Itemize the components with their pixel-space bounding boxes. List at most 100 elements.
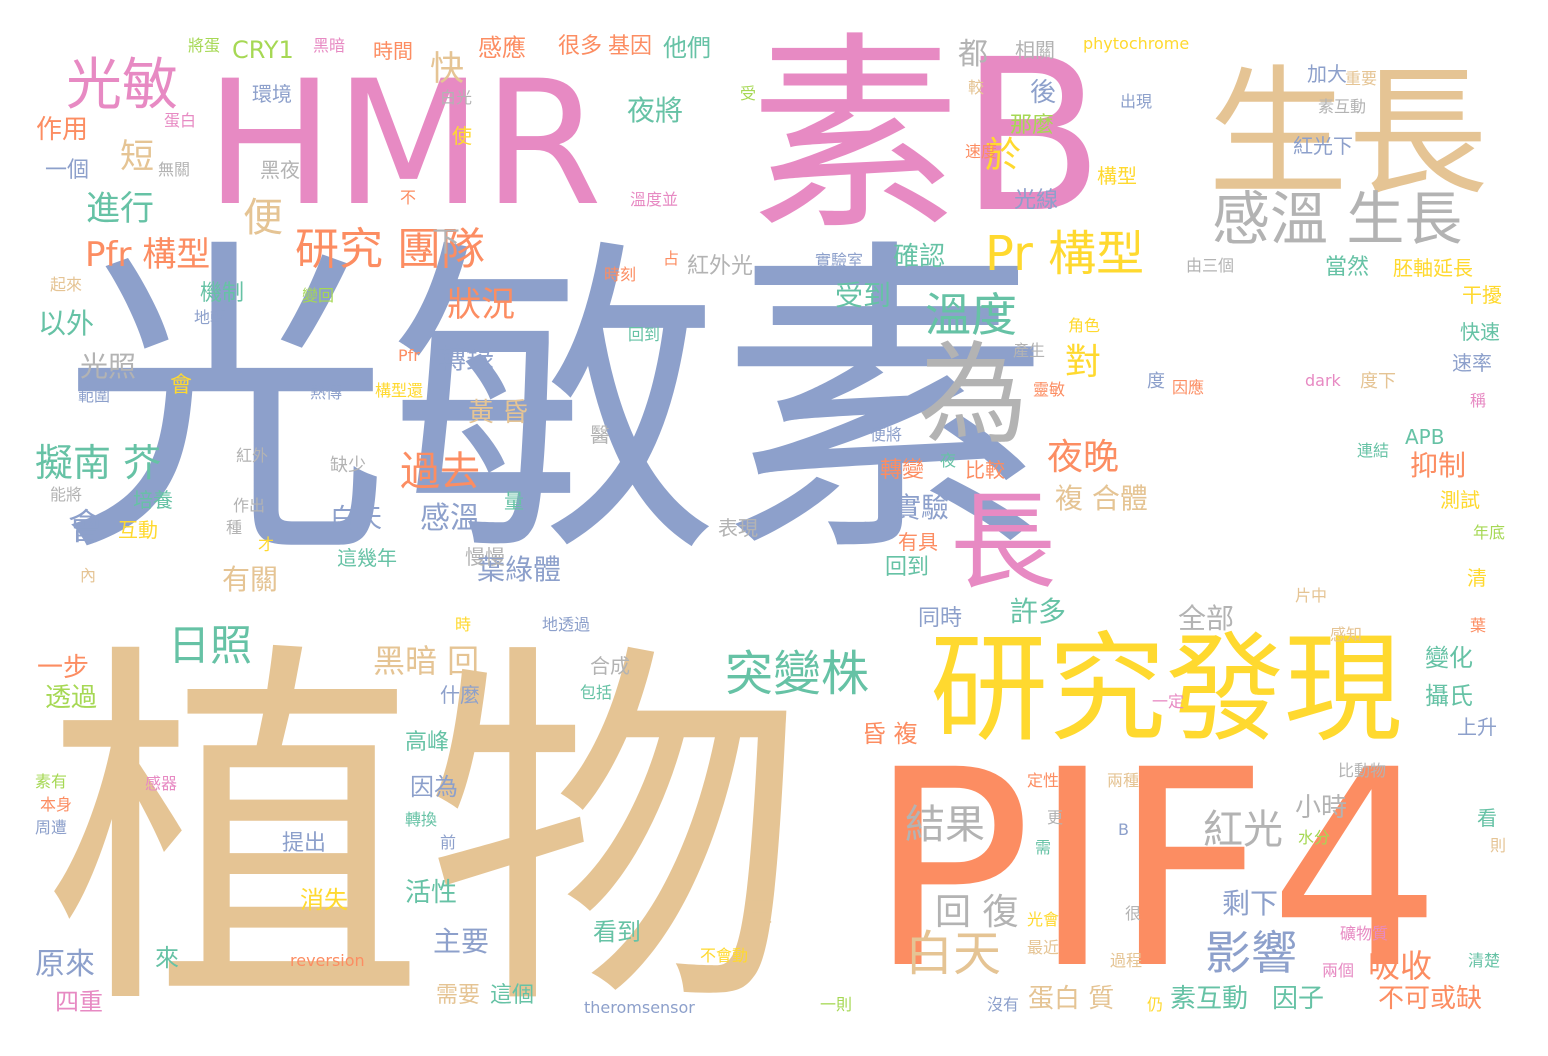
word: 溫度並 [630,190,679,209]
word: 抑制 [1410,449,1467,482]
word: 更 [1047,808,1064,827]
word: 表現 [718,516,758,540]
word: 出現 [1120,92,1153,111]
word: 四重 [55,988,103,1016]
word: 光敏 [66,53,178,118]
word: 清 [1467,566,1487,590]
word: 前 [440,833,457,852]
word: 比較 [965,458,1005,482]
word: 同時 [918,606,963,631]
word: 光線 [1014,188,1059,213]
word: 都 [958,37,988,72]
word: 夜 [940,451,957,470]
word: 紅外光 [687,254,754,279]
word: 兩個 [1322,961,1355,980]
word: 包括 [580,683,613,702]
word: 缺少 [330,455,366,476]
word: 由三個 [1186,256,1235,275]
word: 合成 [590,654,630,678]
word: 對 [1065,342,1102,383]
word: 干擾 [1462,283,1502,307]
word: 感應 [478,34,526,62]
word: 便將 [870,425,903,444]
word: 全部 [1178,602,1235,635]
word: 定性 [1027,771,1060,790]
word: 測試 [1440,488,1480,512]
word: 才 [258,535,275,554]
word: 這個 [490,983,535,1008]
word: 很多 [558,34,603,59]
word: 光會 [1027,910,1060,929]
word: 那麼 [1010,113,1055,138]
word: 研究發現 [930,620,1403,758]
word: 後 [1030,78,1057,108]
word: 看到 [593,918,641,946]
word: Pfr 構型 [85,235,211,275]
word: 內 [80,566,97,585]
word: 地透過 [542,615,591,634]
word: 溫度 [925,288,1017,342]
word: 活性 [405,878,458,908]
word: 稱 [1470,391,1487,410]
word: 時刻 [604,265,637,284]
word: 高峰 [405,730,450,755]
word: 光照 [80,350,137,383]
word: 一步 [37,653,90,683]
word: 不會動 [700,946,749,965]
word: 許多 [1010,595,1067,628]
word: 黑暗 回 [373,642,480,680]
word: 感溫 生長 [1212,185,1463,253]
word: theromsensor [584,998,695,1017]
word: 會 [68,507,105,548]
word: 很 [1125,904,1142,923]
word: 蛋白 質 [1028,984,1115,1014]
word: 研究 團隊 [295,224,485,275]
word: 看 [1477,806,1497,830]
word: 回 復 [935,892,1019,933]
word: 構型 [1097,164,1137,188]
word: 突變株 [725,646,870,702]
word: 有關 [222,563,279,596]
word: 黃 昏 [468,398,529,428]
word: 受到 [835,279,892,312]
word: PIF4 [868,713,1442,1029]
word: 過程 [1110,951,1143,970]
word: 狀況 [447,285,515,325]
word: 一個 [45,158,90,183]
word: 年底 [1473,523,1506,542]
word: 蛋白 [164,111,197,130]
word: 轉換 [405,810,438,829]
word: 來 [155,944,179,972]
word: 水分 [1298,828,1331,847]
word: 生長 [1208,53,1489,216]
word: 礦物質 [1340,924,1389,943]
word: 受 [740,84,757,103]
word: 過去 [400,449,480,495]
word: 為 [918,331,1028,459]
word: 剩下 [1222,887,1279,920]
word: 作用 [36,115,89,145]
word: 時 [455,615,472,634]
word: 加大 [1307,62,1347,86]
word: 白光 [440,88,473,107]
word: 素互動 [1170,984,1249,1014]
word: 轉變 [880,458,925,483]
word: 起來 [50,275,83,294]
word: 提出 [282,831,327,856]
word: 影響 [1205,926,1297,980]
word: 慢慢 [465,545,505,569]
word: 葉綠體 [477,553,562,586]
word: 則 [1490,836,1507,855]
word: 短 [120,137,154,177]
word: 速率 [1452,351,1492,375]
word: 度下 [1360,371,1396,392]
word: 紅光下 [1293,134,1353,158]
word: 光敏素 [60,213,1050,597]
word: HMR [205,43,603,244]
word: 小時 [1295,793,1348,823]
word: 透過 [45,683,98,713]
word: 快 [430,49,464,89]
word: 紅光 [1203,807,1283,853]
word: 夜將 [627,94,684,127]
word: 連結 [1357,441,1390,460]
